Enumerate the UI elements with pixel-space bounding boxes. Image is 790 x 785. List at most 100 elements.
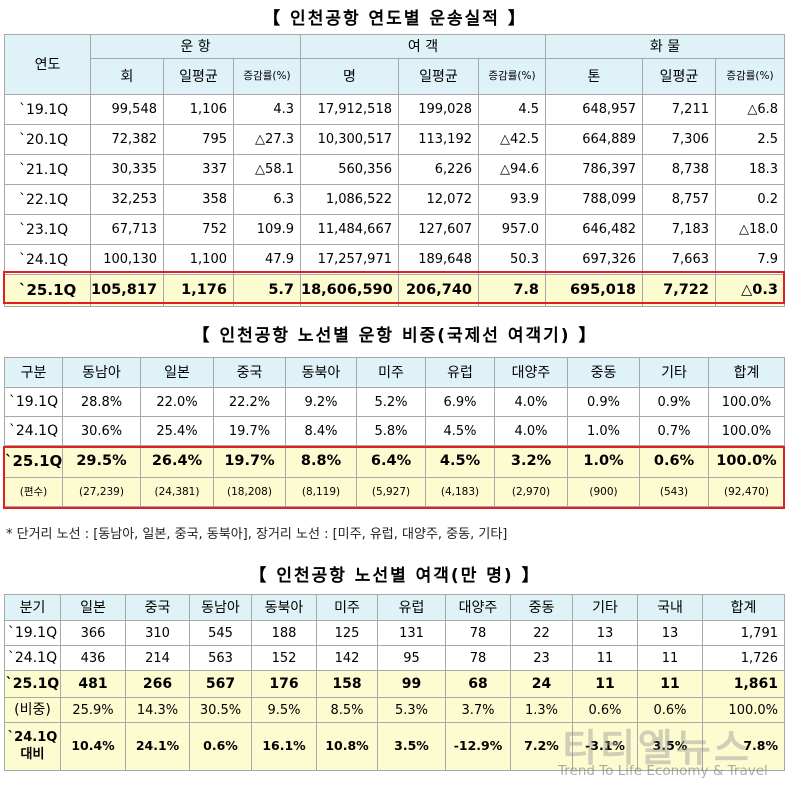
table-cell: 1,176	[163, 274, 234, 307]
table-cell: `20.1Q	[4, 124, 91, 155]
table-cell: (8,119)	[285, 477, 357, 507]
table-cell: 142	[316, 645, 378, 671]
table-cell: 366	[60, 620, 126, 646]
table-row: `23.1Q 67,713 752 109.9 11,484,667 127,607 957…	[4, 214, 785, 245]
table-cell: (비중)	[4, 697, 61, 723]
table-cell: 26.4%	[140, 445, 214, 478]
table3-title: 【 인천공항 노선별 여객(만 명) 】	[249, 566, 541, 586]
table-cell: 1.0%	[567, 445, 640, 478]
table-row: `20.1Q 72,382 795 △27.3 10,300,517 113,192 △42…	[4, 124, 785, 155]
table-cell: 47.9	[233, 244, 301, 275]
table-cell: 4.3	[233, 94, 301, 125]
table-cell: 0.6%	[637, 697, 703, 723]
sub-header: 증감률(%)	[715, 58, 785, 95]
table-cell: 7,306	[642, 124, 716, 155]
table-cell: (24,381)	[140, 477, 214, 507]
table-cell: 127,607	[398, 214, 479, 245]
table-cell: 957.0	[478, 214, 546, 245]
table-cell: `19.1Q	[4, 94, 91, 125]
sub-header: 증감률(%)	[478, 58, 546, 95]
table-cell: 22.2%	[213, 387, 286, 417]
table-cell: 9.5%	[251, 697, 317, 723]
table-cell: 합계	[708, 357, 785, 388]
table-cell: -12.9%	[445, 722, 511, 771]
table-cell: 337	[163, 154, 234, 185]
table-cell: 미주	[356, 357, 426, 388]
table-cell: 4.5%	[425, 445, 495, 478]
table-cell: △18.0	[715, 214, 785, 245]
table-cell: (92,470)	[708, 477, 785, 507]
table-cell: `24.1Q	[4, 645, 61, 671]
table-cell: 563	[189, 645, 252, 671]
table-row: `24.1Q 대비 10.4% 24.1% 0.6% 16.1% 10.8% 3.5% -12…	[4, 722, 785, 771]
table-cell: 12,072	[398, 184, 479, 215]
table-cell: 중동	[567, 357, 640, 388]
table-cell: 7.8%	[702, 722, 785, 771]
table-cell: 동북아	[251, 594, 317, 621]
table-cell: `24.1Q	[4, 244, 91, 275]
table-cell: 미주	[316, 594, 378, 621]
table-row: `21.1Q 30,335 337 △58.1 560,356 6,226 △94.6 786…	[4, 154, 785, 185]
route-passenger-table: 분기 일본 중국 동남아 동북아 미주 유럽 대양주 중동 기타 국내 합계 `19.1Q 366 310 5…	[4, 594, 785, 771]
table-cell: 189,648	[398, 244, 479, 275]
table-cell: 3.5%	[637, 722, 703, 771]
table-cell: 합계	[702, 594, 785, 621]
table-cell: 4.5%	[425, 416, 495, 446]
table-cell: (편수)	[4, 477, 63, 507]
table-cell: 17,912,518	[300, 94, 399, 125]
table-cell: 6.9%	[425, 387, 495, 417]
table2-title: 【 인천공항 노선별 운항 비중(국제선 여객기) 】	[192, 326, 598, 346]
table-row: `19.1Q 366 310 545 188 125 131 78 22 13 13 1,791	[4, 620, 785, 646]
table-cell: 131	[377, 620, 446, 646]
table-cell: 10,300,517	[300, 124, 399, 155]
table-cell: 199,028	[398, 94, 479, 125]
table-cell: 0.9%	[639, 387, 709, 417]
table-cell: 100,130	[90, 244, 164, 275]
table-cell: △6.8	[715, 94, 785, 125]
table-cell: `19.1Q	[4, 387, 63, 417]
sub-header: 증감률(%)	[233, 58, 301, 95]
table-cell: 1,106	[163, 94, 234, 125]
table-cell: 25.9%	[60, 697, 126, 723]
table-cell: 648,957	[545, 94, 643, 125]
table-cell: 16.1%	[251, 722, 317, 771]
table-cell: 0.2	[715, 184, 785, 215]
table-cell: 7,722	[642, 274, 716, 307]
route-note: * 단거리 노선 : [동남아, 일본, 중국, 동북아], 장거리 노선 : …	[6, 527, 508, 542]
table-cell: 266	[125, 670, 190, 698]
table-cell: △42.5	[478, 124, 546, 155]
table-cell: 5.3%	[377, 697, 446, 723]
table-cell: (543)	[639, 477, 709, 507]
table-cell: 14.3%	[125, 697, 190, 723]
table-cell: 206,740	[398, 274, 479, 307]
table-cell: 0.7%	[639, 416, 709, 446]
table-cell: 310	[125, 620, 190, 646]
table-cell: 13	[637, 620, 703, 646]
header-row: 구분 동남아 일본 중국 동북아 미주 유럽 대양주 중동 기타 합계	[4, 357, 785, 388]
table-cell: 유럽	[377, 594, 446, 621]
table-cell: (5,927)	[356, 477, 426, 507]
table-cell: 17,257,971	[300, 244, 399, 275]
table-cell: 대양주	[494, 357, 568, 388]
table-cell: `25.1Q	[4, 445, 63, 478]
table-cell: 788,099	[545, 184, 643, 215]
table-cell: 664,889	[545, 124, 643, 155]
table-cell: 11	[572, 670, 638, 698]
table-cell: 6,226	[398, 154, 479, 185]
table-cell: 99	[377, 670, 446, 698]
table-cell: 1,791	[702, 620, 785, 646]
table-cell: 7.9	[715, 244, 785, 275]
table-row: `24.1Q 30.6% 25.4% 19.7% 8.4% 5.8% 4.5% 4.0% 1.0…	[4, 416, 785, 446]
table-cell: 11	[637, 670, 703, 698]
table-cell: 3.7%	[445, 697, 511, 723]
table-cell: △94.6	[478, 154, 546, 185]
table-cell: 78	[445, 645, 511, 671]
table-cell: `23.1Q	[4, 214, 91, 245]
table-cell: (4,183)	[425, 477, 495, 507]
table-cell: 695,018	[545, 274, 643, 307]
table-cell: 중국	[213, 357, 286, 388]
table-cell: 30.6%	[62, 416, 141, 446]
table-row: (편수) (27,239) (24,381) (18,208) (8,119) (5,92…	[4, 477, 785, 507]
table-cell: 125	[316, 620, 378, 646]
table-cell: 11	[637, 645, 703, 671]
